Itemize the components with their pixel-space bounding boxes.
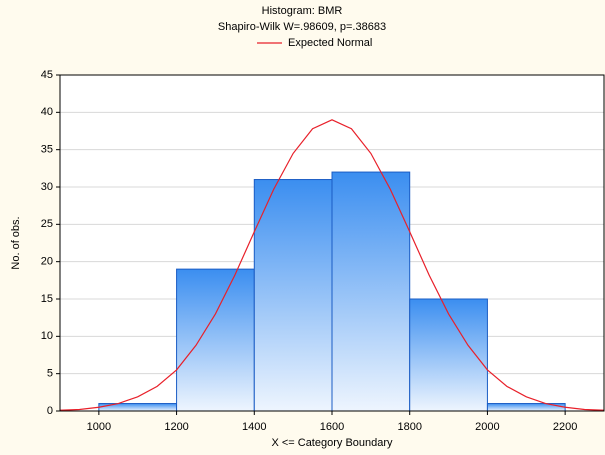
plot-frame	[59, 74, 605, 412]
bar	[253, 179, 333, 412]
x-tick-label: 1000	[87, 421, 111, 433]
legend-label: Expected Normal	[288, 37, 372, 49]
y-tick-label: 20	[41, 256, 53, 268]
x-tick-label: 1400	[242, 421, 266, 433]
x-axis-label: X <= Category Boundary	[271, 437, 393, 449]
y-tick-label: 10	[41, 330, 53, 342]
x-tick-label: 1600	[320, 421, 344, 433]
bar	[331, 171, 411, 412]
y-tick-label: 45	[41, 69, 53, 81]
y-tick-label: 25	[41, 218, 53, 230]
x-tick-label: 2000	[475, 421, 499, 433]
x-tick-label: 1800	[397, 421, 421, 433]
expected-normal-curve	[59, 119, 605, 411]
bar	[176, 268, 255, 412]
x-tick-label: 2200	[553, 421, 577, 433]
y-tick-label: 15	[41, 293, 53, 305]
y-tick-label: 30	[41, 181, 53, 193]
chart-subtitle: Shapiro-Wilk W=.98609, p=.38683	[218, 21, 386, 33]
y-tick-label: 0	[47, 405, 53, 417]
y-axis-label: No. of obs.	[10, 216, 22, 269]
y-tick-label: 40	[41, 106, 53, 118]
x-tick-label: 1200	[164, 421, 188, 433]
chart-title: Histogram: BMR	[262, 5, 343, 17]
y-tick-label: 5	[47, 368, 53, 380]
y-tick-label: 35	[41, 144, 53, 156]
